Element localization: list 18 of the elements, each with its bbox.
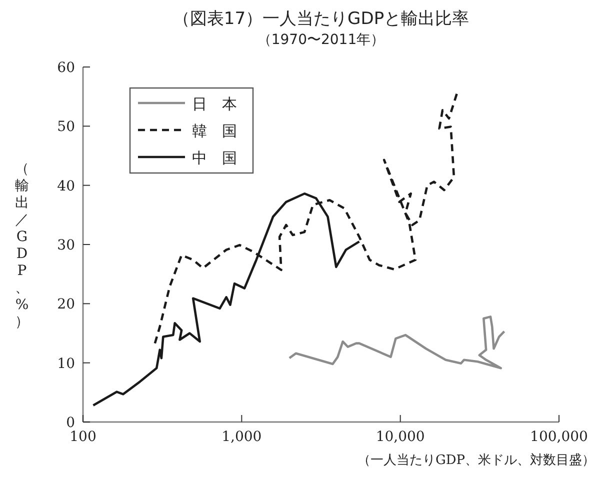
x-tick-label: 10,000	[376, 429, 425, 445]
y-tick-label: 50	[57, 119, 75, 136]
y-tick-label: 60	[57, 60, 75, 76]
y-tick-label: 30	[57, 238, 75, 254]
x-tick-label: 100,000	[530, 429, 588, 445]
legend-label: 中 国	[192, 149, 237, 167]
x-tick-label: 100	[70, 429, 96, 445]
legend-label: 日 本	[192, 95, 237, 113]
x-axis-title: （一人当たりGDP、米ドル、対数目盛）	[357, 452, 595, 468]
chart-title: （図表17）一人当たりGDPと輸出比率	[172, 9, 470, 29]
y-tick-label: 0	[66, 415, 75, 431]
y-tick-label: 40	[57, 178, 75, 194]
legend-label: 韓 国	[192, 122, 237, 140]
text: （輸出／GDP、%）	[15, 161, 29, 330]
chart-subtitle: （1970〜2011年）	[257, 32, 385, 48]
y-tick-label: 20	[57, 296, 75, 313]
y-tick-label: 10	[57, 356, 75, 372]
x-tick-label: 1,000	[222, 429, 262, 445]
